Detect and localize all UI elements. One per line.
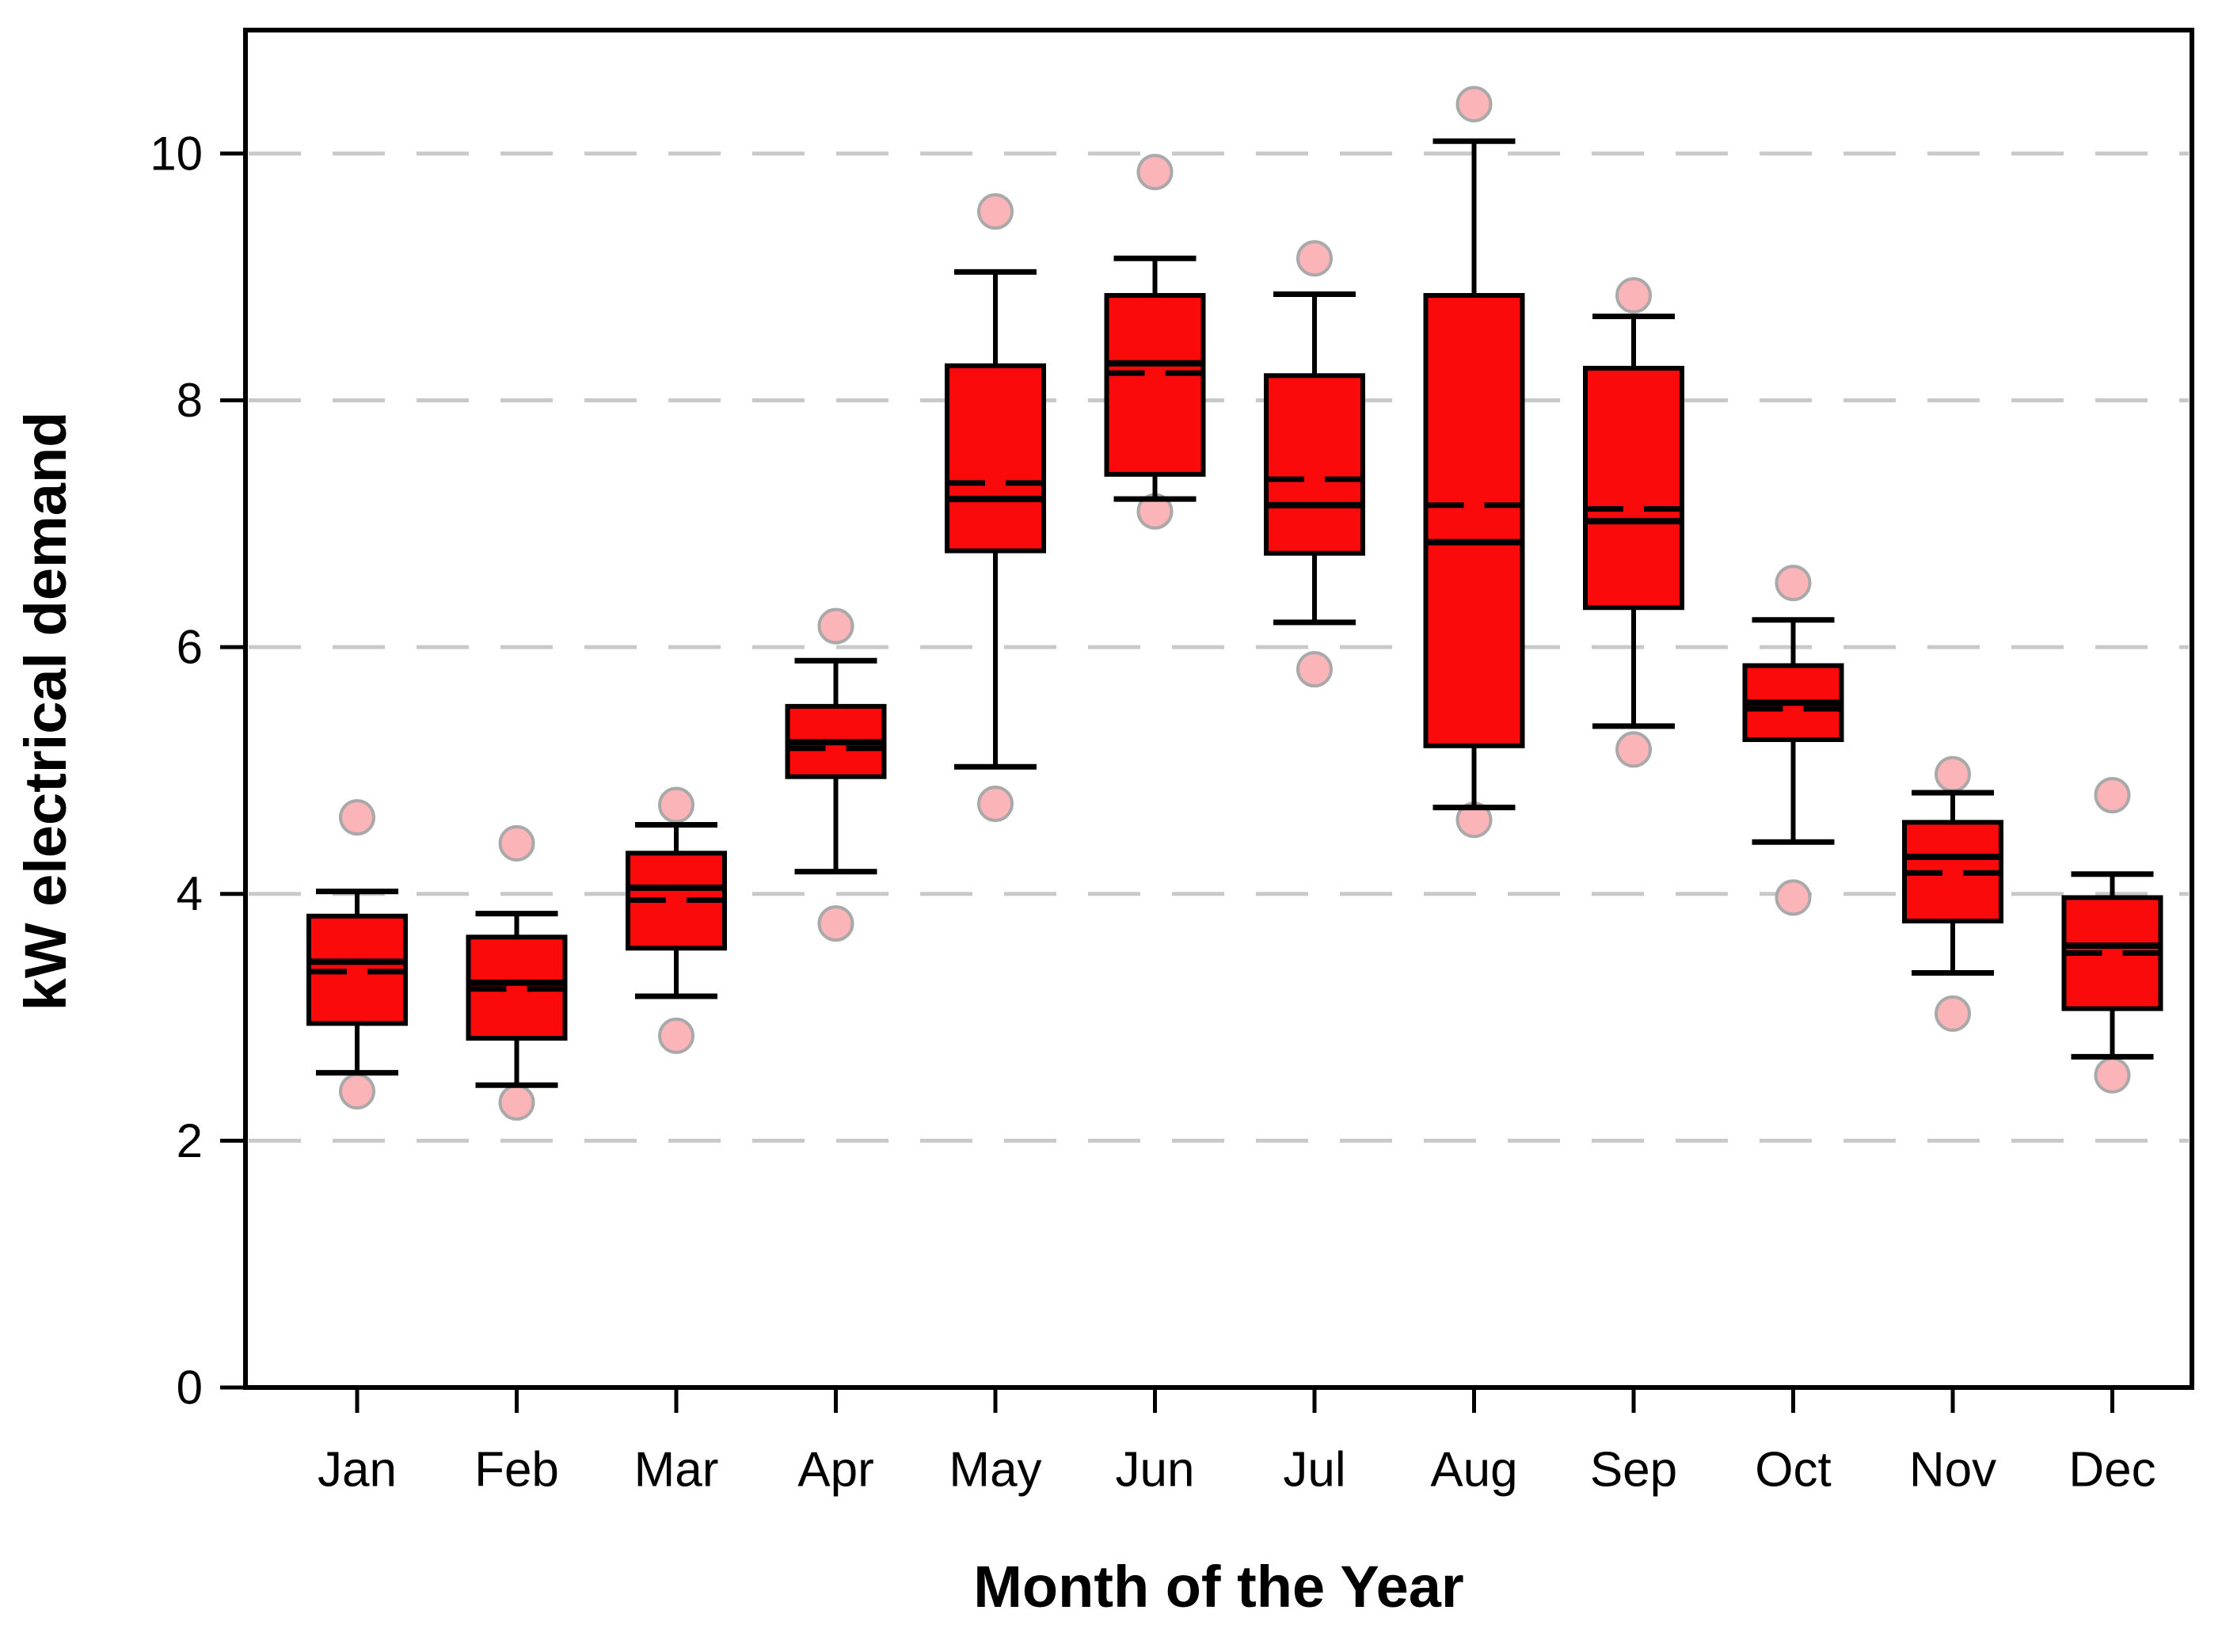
outlier-oct-low	[1775, 879, 1812, 916]
x-tick-label-sep: Sep	[1590, 1443, 1677, 1498]
box-jul	[1264, 373, 1365, 556]
x-tick-label-dec: Dec	[2068, 1443, 2155, 1498]
plot-frame	[243, 28, 2194, 1390]
x-tick-label-jul: Jul	[1283, 1443, 1345, 1498]
y-tick-label-6: 6	[177, 621, 203, 674]
outlier-apr-high	[817, 607, 854, 645]
outlier-sep-low	[1615, 731, 1652, 768]
x-tick-label-jun: Jun	[1116, 1443, 1195, 1498]
outlier-nov-low	[1935, 995, 1971, 1032]
y-axis-title: kW electrical demand	[13, 411, 78, 1011]
outlier-may-low	[977, 785, 1014, 822]
outlier-nov-high	[1935, 756, 1971, 793]
outlier-jun-high	[1136, 154, 1174, 191]
outlier-jan-low	[339, 1073, 375, 1110]
y-tick-label-2: 2	[177, 1114, 203, 1167]
x-tick-label-may: May	[949, 1443, 1041, 1498]
x-tick-label-oct: Oct	[1755, 1443, 1831, 1498]
y-tick-label-4: 4	[177, 867, 203, 920]
x-tick-label-aug: Aug	[1430, 1443, 1517, 1498]
outlier-jul-high	[1296, 240, 1333, 277]
x-axis-title: Month of the Year	[973, 1554, 1464, 1620]
y-tick-label-0: 0	[177, 1361, 203, 1414]
box-sep	[1583, 365, 1684, 611]
y-tick-label-10: 10	[150, 127, 203, 180]
box-jun	[1104, 293, 1206, 477]
outlier-dec-low	[2094, 1056, 2131, 1094]
outlier-jan-high	[339, 799, 375, 836]
box-may	[945, 363, 1046, 554]
outlier-feb-low	[498, 1084, 535, 1121]
outlier-mar-high	[658, 786, 694, 824]
outlier-aug-high	[1455, 86, 1493, 123]
x-tick-label-jan: Jan	[318, 1443, 397, 1498]
x-tick-label-feb: Feb	[474, 1443, 559, 1498]
outlier-apr-low	[817, 905, 854, 942]
x-tick-label-mar: Mar	[634, 1443, 719, 1498]
outlier-may-high	[977, 193, 1014, 230]
outlier-sep-high	[1615, 277, 1652, 314]
x-tick-label-nov: Nov	[1909, 1443, 1996, 1498]
box-aug	[1423, 293, 1525, 748]
outlier-dec-high	[2094, 777, 2131, 814]
y-tick-label-8: 8	[177, 374, 203, 427]
x-tick-label-apr: Apr	[797, 1443, 873, 1498]
outlier-oct-high	[1775, 565, 1812, 602]
outlier-jul-low	[1296, 651, 1333, 688]
outlier-mar-low	[658, 1017, 694, 1054]
outlier-feb-high	[498, 824, 535, 862]
